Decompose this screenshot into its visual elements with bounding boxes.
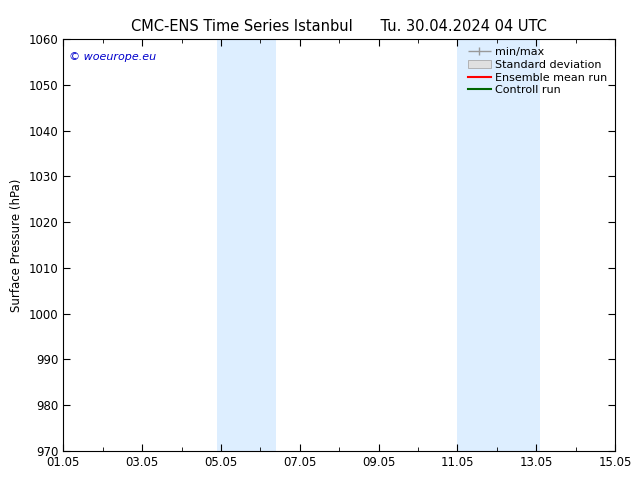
Y-axis label: Surface Pressure (hPa): Surface Pressure (hPa) [10, 178, 23, 312]
Legend: min/max, Standard deviation, Ensemble mean run, Controll run: min/max, Standard deviation, Ensemble me… [466, 45, 609, 98]
Bar [457, 39, 540, 451]
Text: © woeurope.eu: © woeurope.eu [69, 51, 156, 62]
Bar [217, 39, 276, 451]
Title: CMC-ENS Time Series Istanbul      Tu. 30.04.2024 04 UTC: CMC-ENS Time Series Istanbul Tu. 30.04.2… [131, 19, 547, 34]
